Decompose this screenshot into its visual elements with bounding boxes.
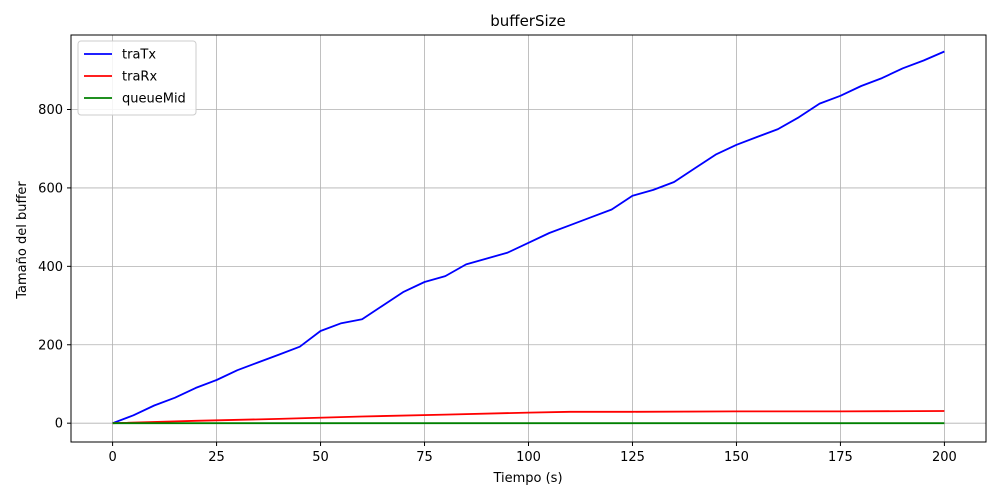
x-tick-label: 125: [620, 450, 645, 465]
grid-lines: [71, 35, 986, 442]
y-tick-label: 0: [55, 417, 63, 432]
y-tick-label: 400: [38, 260, 63, 275]
x-tick-label: 200: [932, 450, 957, 465]
x-tick-label: 50: [312, 450, 329, 465]
x-axis: 0 25 50 75 100 125 150 175 200: [108, 442, 957, 465]
y-axis-label: Tamaño del buffer: [15, 181, 30, 300]
y-tick-label: 600: [38, 181, 63, 196]
x-tick-label: 100: [516, 450, 541, 465]
series-line-traTx: [112, 50, 945, 425]
series-layer: [112, 50, 945, 425]
x-tick-label: 25: [208, 450, 225, 465]
y-tick-label: 200: [38, 338, 63, 353]
series-line-traRx: [112, 410, 945, 425]
legend-box: [77, 40, 197, 116]
y-tick-label: 800: [38, 103, 63, 118]
y-axis: 0 200 400 600 800: [38, 103, 71, 432]
legend-entry-label: queueMid: [122, 92, 186, 107]
legend: traTx traRx queueMid: [77, 40, 197, 116]
x-tick-label: 0: [108, 450, 116, 465]
legend-entry-label: traTx: [122, 48, 156, 63]
x-axis-label: Tiempo (s): [492, 471, 562, 486]
legend-entry-label: traRx: [122, 70, 157, 85]
chart-title: bufferSize: [490, 12, 566, 30]
x-tick-label: 150: [724, 450, 749, 465]
x-tick-label: 175: [828, 450, 853, 465]
x-tick-label: 75: [416, 450, 433, 465]
